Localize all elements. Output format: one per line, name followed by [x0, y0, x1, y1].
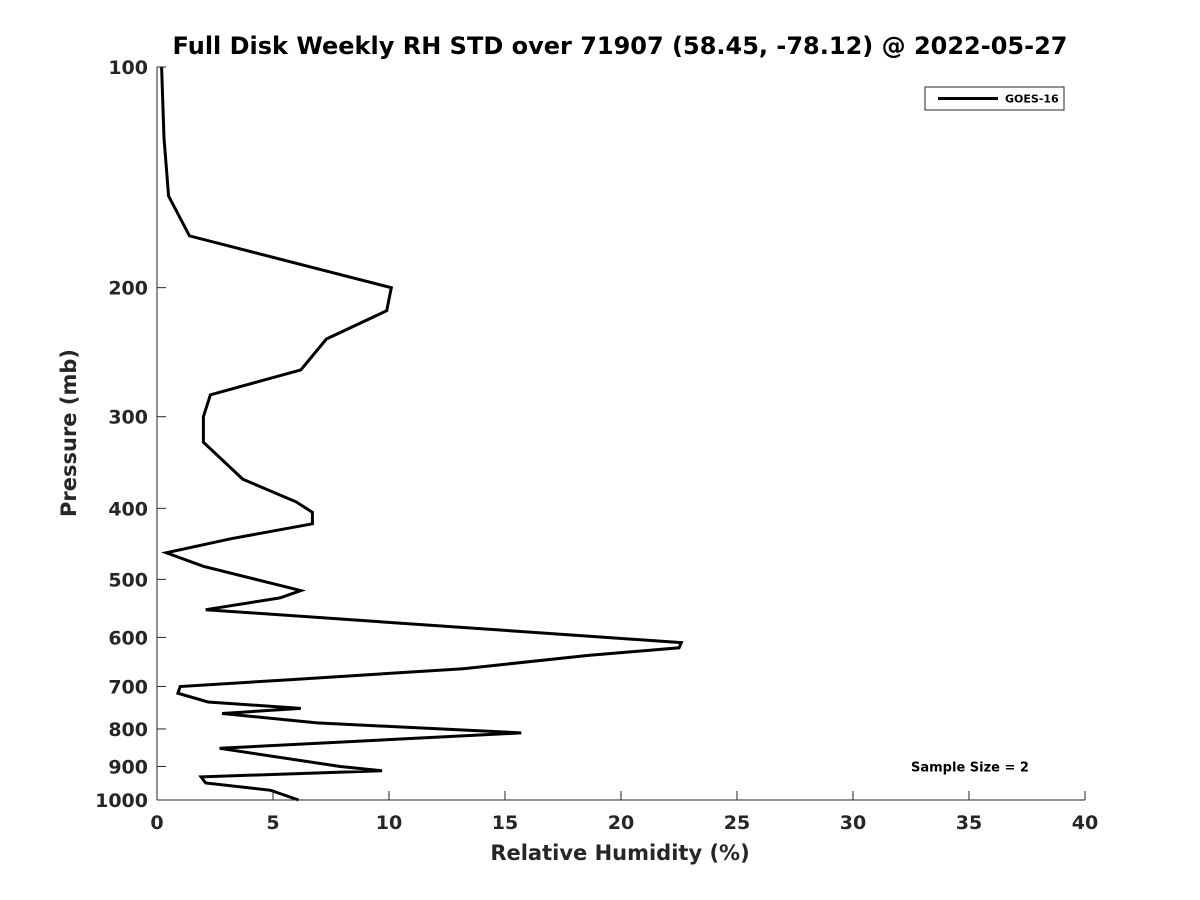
- legend: GOES-16: [924, 86, 1065, 111]
- x-axis-label: Relative Humidity (%): [490, 841, 749, 865]
- y-axis-label: Pressure (mb): [57, 349, 81, 517]
- legend-entry-goes-16: GOES-16: [1005, 93, 1059, 106]
- y-tick-label: 500: [108, 569, 148, 591]
- x-tick-label: 40: [1072, 812, 1098, 834]
- x-tick-label: 15: [492, 812, 518, 834]
- y-tick-label: 600: [108, 627, 148, 649]
- series-line-goes-16: [160, 66, 684, 802]
- x-tick-label: 35: [956, 812, 982, 834]
- y-axis: 100 200 300 400 500 600 700 800 900 1000: [95, 57, 166, 812]
- x-tick-label: 0: [150, 812, 163, 834]
- plot-area: [160, 66, 684, 802]
- y-tick-label: 900: [108, 756, 148, 778]
- y-tick-label: 800: [108, 719, 148, 741]
- y-tick-label: 400: [108, 498, 148, 520]
- sample-size-annotation: Sample Size = 2: [911, 760, 1029, 775]
- y-tick-label: 100: [108, 57, 148, 79]
- y-tick-label: 1000: [95, 790, 148, 812]
- x-axis: 0 5 10 15 20 25 30 35 40: [150, 791, 1098, 834]
- x-tick-label: 5: [266, 812, 279, 834]
- x-tick-label: 20: [608, 812, 634, 834]
- y-tick-label: 700: [108, 676, 148, 698]
- chart-title: Full Disk Weekly RH STD over 71907 (58.4…: [173, 32, 1068, 60]
- x-tick-label: 30: [840, 812, 866, 834]
- x-tick-label: 10: [376, 812, 402, 834]
- y-tick-label: 300: [108, 407, 148, 429]
- y-tick-label: 200: [108, 278, 148, 300]
- x-tick-label: 25: [724, 812, 750, 834]
